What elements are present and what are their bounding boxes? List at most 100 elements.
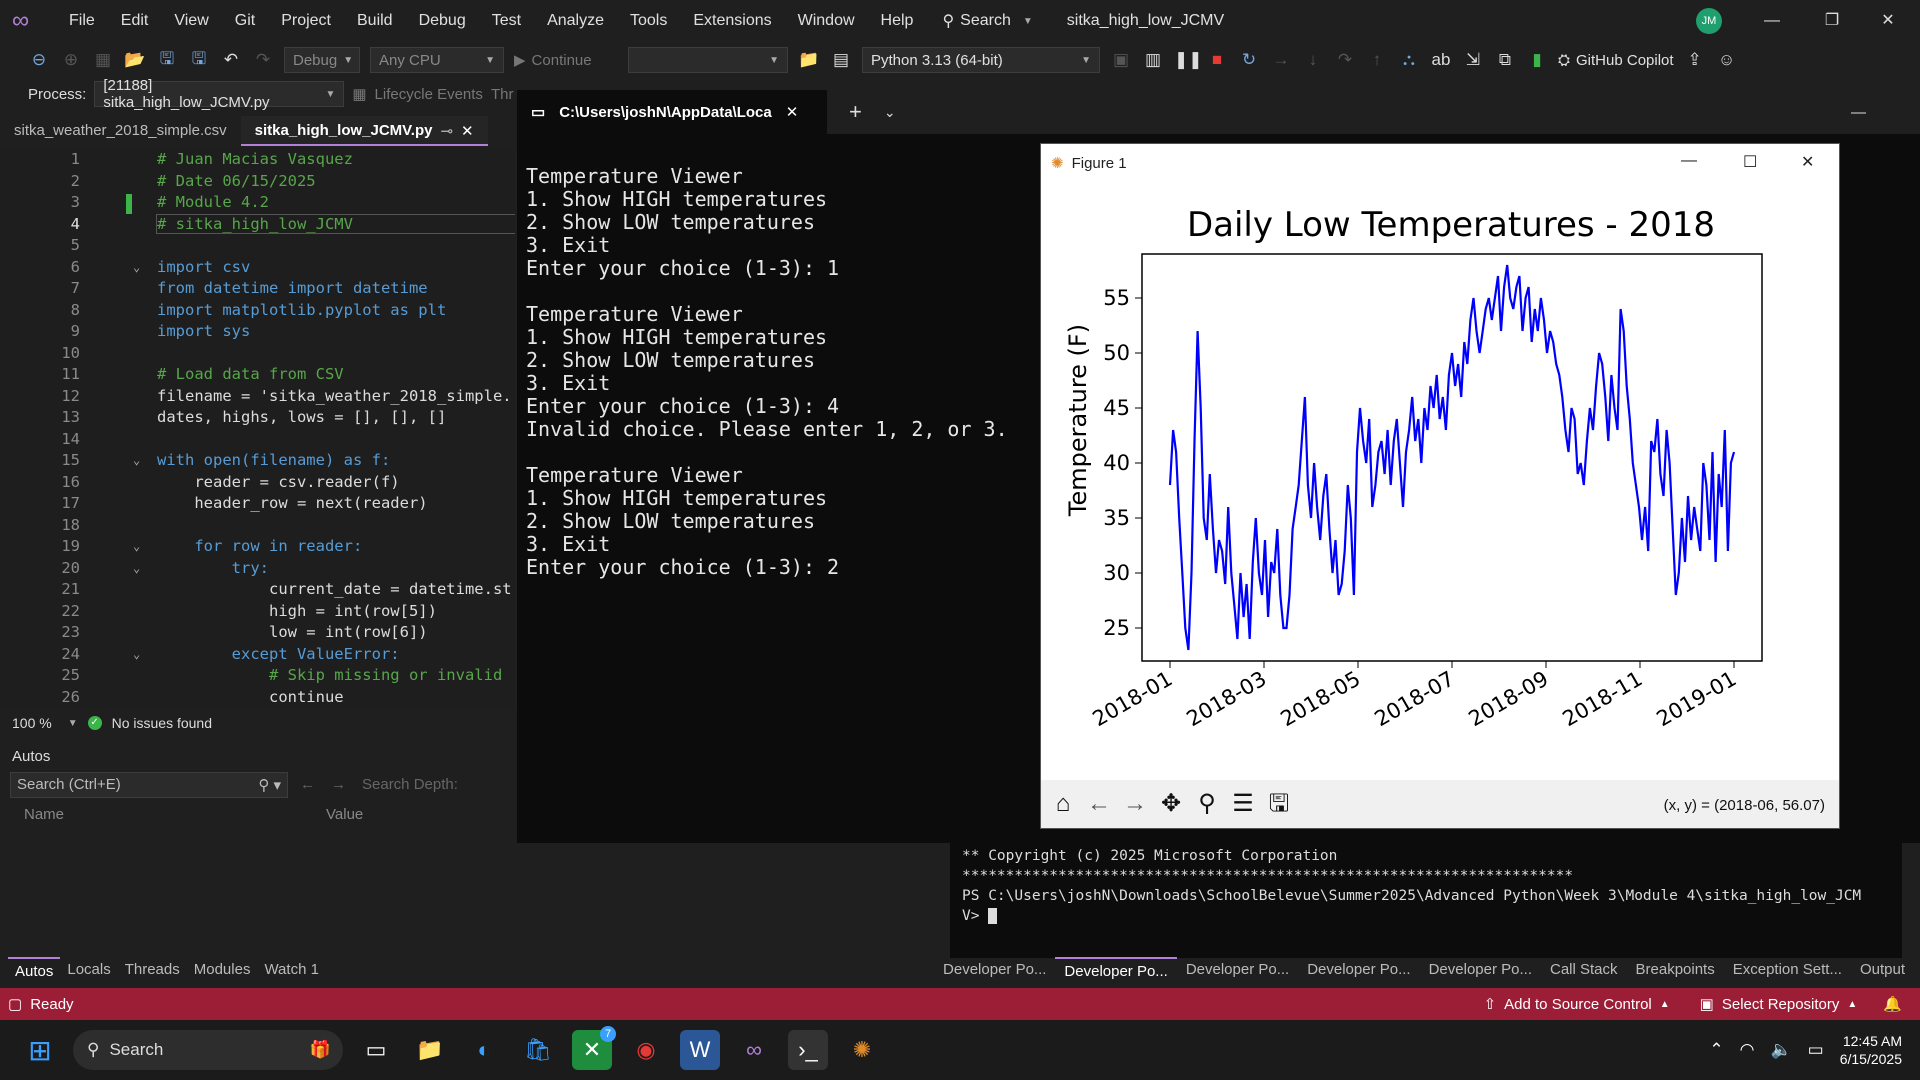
visual-studio-icon[interactable]: ∞ (746, 1037, 762, 1062)
menu-help[interactable]: Help (880, 12, 914, 29)
menu-analyze[interactable]: Analyze (547, 12, 604, 29)
chrome-icon[interactable]: ◉ (636, 1037, 656, 1062)
feedback-icon[interactable]: ☺ (1717, 50, 1736, 69)
issues-status[interactable]: No issues found (111, 715, 213, 731)
minimize-button[interactable]: — (1764, 12, 1780, 29)
chevron-up-icon[interactable]: ⌃ (1709, 1040, 1724, 1059)
back-icon[interactable]: ⊖ (31, 50, 47, 69)
menu-build[interactable]: Build (357, 12, 393, 29)
output-tab-4[interactable]: Developer Po... (1428, 961, 1532, 978)
code-editor[interactable]: 1 # Juan Macias Vasquez 2 # Date 06/15/2025… (0, 150, 515, 710)
lifecycle-events[interactable]: Lifecycle Events (374, 85, 483, 103)
pin-icon[interactable]: ⊸ (440, 123, 454, 140)
temperature-chart[interactable]: Daily Low Temperatures - 2018 Temperatur… (1041, 182, 1839, 782)
select-repository[interactable]: ▣ Select Repository ▲ (1700, 995, 1858, 1014)
menu-debug[interactable]: Debug (418, 12, 466, 29)
wifi-icon[interactable]: ◠ (1739, 1040, 1755, 1059)
home-icon[interactable]: ⌂ (1055, 790, 1071, 817)
figure-maximize-button[interactable]: ☐ (1743, 154, 1758, 171)
back-arrow-icon[interactable]: ← (300, 776, 315, 793)
output-tab-3[interactable]: Developer Po... (1307, 961, 1411, 978)
folder-icon[interactable]: 📁 (798, 50, 820, 69)
forward-icon[interactable]: → (1123, 790, 1147, 817)
save-figure-icon[interactable]: 🖫 (1268, 790, 1290, 817)
zoom-icon[interactable]: ⚲ (1198, 790, 1216, 817)
stop-icon[interactable]: ■ (1211, 50, 1223, 69)
config-select[interactable]: Debug ▼ (284, 47, 360, 73)
menu-tools[interactable]: Tools (630, 12, 668, 29)
pan-icon[interactable]: ✥ (1160, 790, 1182, 817)
configure-icon[interactable]: ☰ (1232, 790, 1254, 817)
step-into-icon[interactable]: ↓ (1308, 50, 1318, 69)
autos-search-input[interactable]: Search (Ctrl+E) ⚲ ▾ (10, 772, 288, 798)
debug-tab-autos[interactable]: Autos (8, 957, 61, 985)
xbox-icon[interactable]: ✕ 7 (572, 1026, 616, 1070)
menu-project[interactable]: Project (281, 12, 331, 29)
visual-studio-logo-icon[interactable]: ∞ (12, 7, 30, 34)
step-over-icon[interactable]: → (1272, 50, 1290, 69)
volume-icon[interactable]: 🔈 (1770, 1040, 1792, 1059)
debug-tab-modules[interactable]: Modules (193, 961, 251, 978)
new-tab-icon[interactable]: + (849, 99, 862, 124)
lifecycle-icon[interactable]: ▦ (352, 86, 367, 103)
debug-tab-watch-1[interactable]: Watch 1 (264, 961, 319, 978)
matplotlib-icon[interactable]: ✺ (852, 1037, 872, 1062)
col-name[interactable]: Name (24, 806, 65, 823)
new-project-icon[interactable]: ▦ (94, 50, 112, 69)
col-value[interactable]: Value (326, 806, 364, 823)
menu-view[interactable]: View (174, 12, 209, 29)
windows-start-icon[interactable]: ⊞ (28, 1034, 52, 1066)
store-icon[interactable]: 🛍 (524, 1037, 552, 1062)
figure-close-button[interactable]: ✕ (1801, 154, 1815, 171)
menu-window[interactable]: Window (797, 12, 855, 29)
fold-chevron-icon[interactable]: ⌄ (133, 560, 141, 575)
menu-git[interactable]: Git (234, 12, 256, 29)
terminal-icon[interactable]: ›_ (788, 1030, 828, 1070)
edge-icon[interactable]: ◐ (477, 1037, 491, 1062)
word-icon[interactable]: W (680, 1030, 720, 1070)
zoom-level[interactable]: 100 % (12, 715, 52, 731)
output-tab-2[interactable]: Developer Po... (1185, 961, 1290, 978)
fold-chevron-icon[interactable]: ⌄ (133, 646, 141, 661)
platform-select[interactable]: Any CPU ▼ (370, 47, 504, 73)
target-select[interactable]: ▼ (628, 47, 788, 73)
output-tab-5[interactable]: Call Stack (1549, 961, 1618, 978)
copilot-button[interactable]: ⛭ GitHub Copilot (1558, 52, 1674, 69)
close-button[interactable]: ✕ (1881, 12, 1895, 29)
step-out-icon[interactable]: ↑ (1372, 50, 1382, 69)
task-view-icon[interactable]: ▭ (365, 1037, 387, 1062)
open-folder-icon[interactable]: 📂 (124, 50, 146, 69)
restore-button[interactable]: ❐ (1824, 12, 1840, 29)
developer-powershell[interactable]: ** Copyright (c) 2025 Microsoft Corporat… (950, 840, 1902, 958)
window-layout-icon[interactable]: ▥ (1144, 50, 1162, 69)
close-tab-icon[interactable]: ✕ (461, 123, 474, 140)
notifications-icon[interactable]: 🔔 (1883, 996, 1902, 1013)
tab-py[interactable]: sitka_high_low_JCMV.py ⊸ ✕ (240, 116, 488, 146)
process-select[interactable]: [21188] sitka_high_low_JCMV.py ▼ (94, 77, 345, 111)
tab-csv[interactable]: sitka_weather_2018_simple.csv (14, 122, 227, 139)
forward-arrow-icon[interactable]: → (331, 776, 346, 793)
diagnostics-icon[interactable]: ⛬ (1403, 50, 1415, 69)
add-source-control[interactable]: ⇧ Add to Source Control ▲ (1484, 995, 1670, 1014)
menu-test[interactable]: Test (491, 12, 522, 29)
layout-icon[interactable]: ▤ (832, 50, 850, 69)
menu-file[interactable]: File (69, 12, 95, 29)
compare-icon[interactable]: ⧉ (1498, 50, 1512, 69)
save-icon[interactable]: 🖫 (159, 48, 175, 68)
fold-chevron-icon[interactable]: ⌄ (133, 453, 141, 467)
figure-minimize-button[interactable]: — (1681, 152, 1697, 169)
menu-extensions[interactable]: Extensions (693, 12, 772, 29)
terminal-output[interactable]: Temperature Viewer 1. Show HIGH temperat… (526, 164, 1008, 579)
back-icon[interactable]: ← (1087, 790, 1111, 817)
fold-chevron-icon[interactable]: ⌄ (133, 539, 141, 553)
pause-icon[interactable]: ❚❚ (1174, 50, 1203, 69)
output-tab-6[interactable]: Breakpoints (1635, 961, 1715, 978)
thread-label[interactable]: Thr (490, 85, 514, 103)
avatar[interactable]: JM (1696, 8, 1722, 34)
mark-icon[interactable]: ⇲ (1465, 50, 1481, 69)
share-icon[interactable]: ⇪ (1687, 50, 1702, 69)
package-icon[interactable]: ▣ (1112, 50, 1130, 69)
save-all-icon[interactable]: 🖫 (191, 48, 207, 68)
spell-icon[interactable]: ab (1431, 50, 1451, 69)
python-env-select[interactable]: Python 3.13 (64-bit) ▼ (862, 47, 1100, 73)
